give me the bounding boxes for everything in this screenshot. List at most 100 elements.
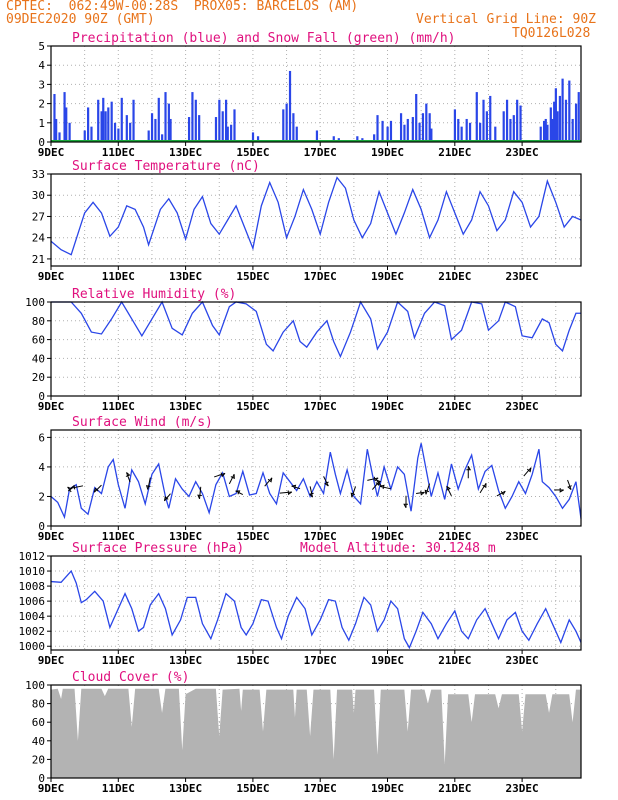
precip-bar — [164, 92, 167, 142]
x-date-label: 21DEC — [438, 654, 471, 667]
precip-bar — [494, 126, 497, 142]
wind-arrow — [496, 490, 506, 497]
precip-bar — [519, 105, 522, 142]
x-date-label: 13DEC — [169, 530, 202, 543]
x-date-label: 15DEC — [236, 400, 269, 413]
wind-arrow — [323, 476, 329, 487]
precip-bar — [194, 99, 197, 142]
precip-bar — [554, 88, 557, 142]
y-tick-label: 0 — [38, 520, 45, 533]
precip-bar — [53, 94, 56, 142]
y-tick-label: 60 — [32, 716, 45, 729]
y-tick-label: 60 — [32, 334, 45, 347]
x-date-label: 13DEC — [169, 654, 202, 667]
precip-bar — [97, 99, 100, 142]
wind-arrow — [416, 491, 425, 494]
precip-bar — [251, 132, 255, 142]
panel-title: Precipitation (blue) and Snow Fall (gree… — [72, 31, 456, 46]
precip-bar — [425, 103, 428, 142]
y-tick-label: 0 — [38, 772, 45, 785]
precip-bar — [90, 126, 93, 142]
panel-frame — [50, 684, 582, 779]
precip-bar — [218, 99, 221, 142]
y-tick-label: 80 — [32, 698, 45, 711]
panel-title: Surface Temperature (nC) — [72, 159, 260, 174]
x-date-label: 9DEC — [38, 782, 65, 795]
precip-bar — [465, 118, 468, 142]
y-tick-label: 1002 — [19, 625, 46, 638]
x-date-label: 19DEC — [371, 270, 404, 283]
x-date-label: 23DEC — [506, 400, 539, 413]
x-date-label: 15DEC — [236, 654, 269, 667]
precip-bar — [549, 107, 552, 142]
wind-line — [50, 443, 582, 520]
y-tick-label: 1004 — [19, 610, 46, 623]
y-tick-label: 80 — [32, 315, 45, 328]
precip-bar — [58, 132, 61, 142]
precip-bar — [285, 103, 288, 142]
wind-arrow — [214, 472, 226, 478]
pressure-line — [50, 569, 582, 650]
x-date-label: 17DEC — [304, 654, 337, 667]
precip-bar — [68, 122, 71, 142]
precip-bar — [564, 99, 568, 142]
precip-bar — [509, 118, 512, 142]
wind-arrow — [446, 486, 452, 497]
wind-arrow-head — [267, 477, 273, 483]
wind-arrow — [367, 477, 379, 481]
wind-arrow-head — [197, 494, 202, 500]
humidity-line — [51, 300, 581, 359]
wind-arrow-head — [145, 485, 151, 490]
x-date-label: 9DEC — [38, 530, 65, 543]
x-date-label: 15DEC — [236, 530, 269, 543]
precip-bar — [104, 111, 107, 142]
x-date-label: 21DEC — [438, 400, 471, 413]
wind-arrow-head — [70, 484, 76, 490]
wind-arrow — [351, 486, 357, 498]
precip-bar — [399, 113, 403, 142]
panel-title: Cloud Cover (%) — [72, 670, 189, 685]
y-tick-label: 40 — [32, 352, 45, 365]
precip-bar — [577, 92, 580, 142]
precip-bar — [154, 118, 157, 142]
precip-bar — [292, 113, 295, 142]
wind-arrow — [93, 484, 102, 493]
precip-bar — [479, 122, 482, 142]
x-date-label: 23DEC — [506, 782, 539, 795]
wind-arrow-head — [308, 492, 314, 498]
y-tick-label: 100 — [25, 679, 45, 692]
wind-arrow-head — [446, 485, 451, 491]
wind-arrow — [379, 485, 391, 490]
wind-arrow — [264, 477, 273, 487]
x-date-label: 11DEC — [102, 270, 135, 283]
precip-bar — [63, 92, 66, 142]
panel-frame — [50, 429, 582, 527]
precip-bar — [381, 120, 384, 142]
y-tick-label: 4 — [38, 461, 45, 474]
wind-arrow-head — [287, 490, 293, 496]
y-tick-label: 27 — [32, 210, 45, 223]
precip-bar — [167, 103, 170, 142]
precip-bar — [512, 115, 515, 142]
precip-bar — [233, 109, 236, 142]
precip-bar — [288, 70, 292, 142]
x-date-label: 11DEC — [102, 654, 135, 667]
precip-bar — [475, 92, 478, 142]
model-altitude: Model Altitude: 30.1248 m — [300, 541, 496, 556]
wind-arrow-head — [466, 466, 472, 471]
precip-bar — [558, 95, 561, 142]
x-date-label: 17DEC — [304, 270, 337, 283]
precip-bar — [150, 113, 154, 142]
y-tick-label: 2 — [38, 98, 45, 111]
wind-arrow — [309, 486, 313, 498]
precip-bar — [125, 115, 128, 142]
precip-bar — [230, 124, 233, 142]
precip-bar — [113, 122, 117, 142]
x-date-label: 17DEC — [304, 530, 337, 543]
wind-arrow-head — [350, 492, 356, 498]
precip-bar — [556, 111, 559, 142]
y-tick-label: 20 — [32, 371, 45, 384]
y-tick-label: 0 — [38, 136, 45, 149]
x-date-label: 11DEC — [102, 530, 135, 543]
